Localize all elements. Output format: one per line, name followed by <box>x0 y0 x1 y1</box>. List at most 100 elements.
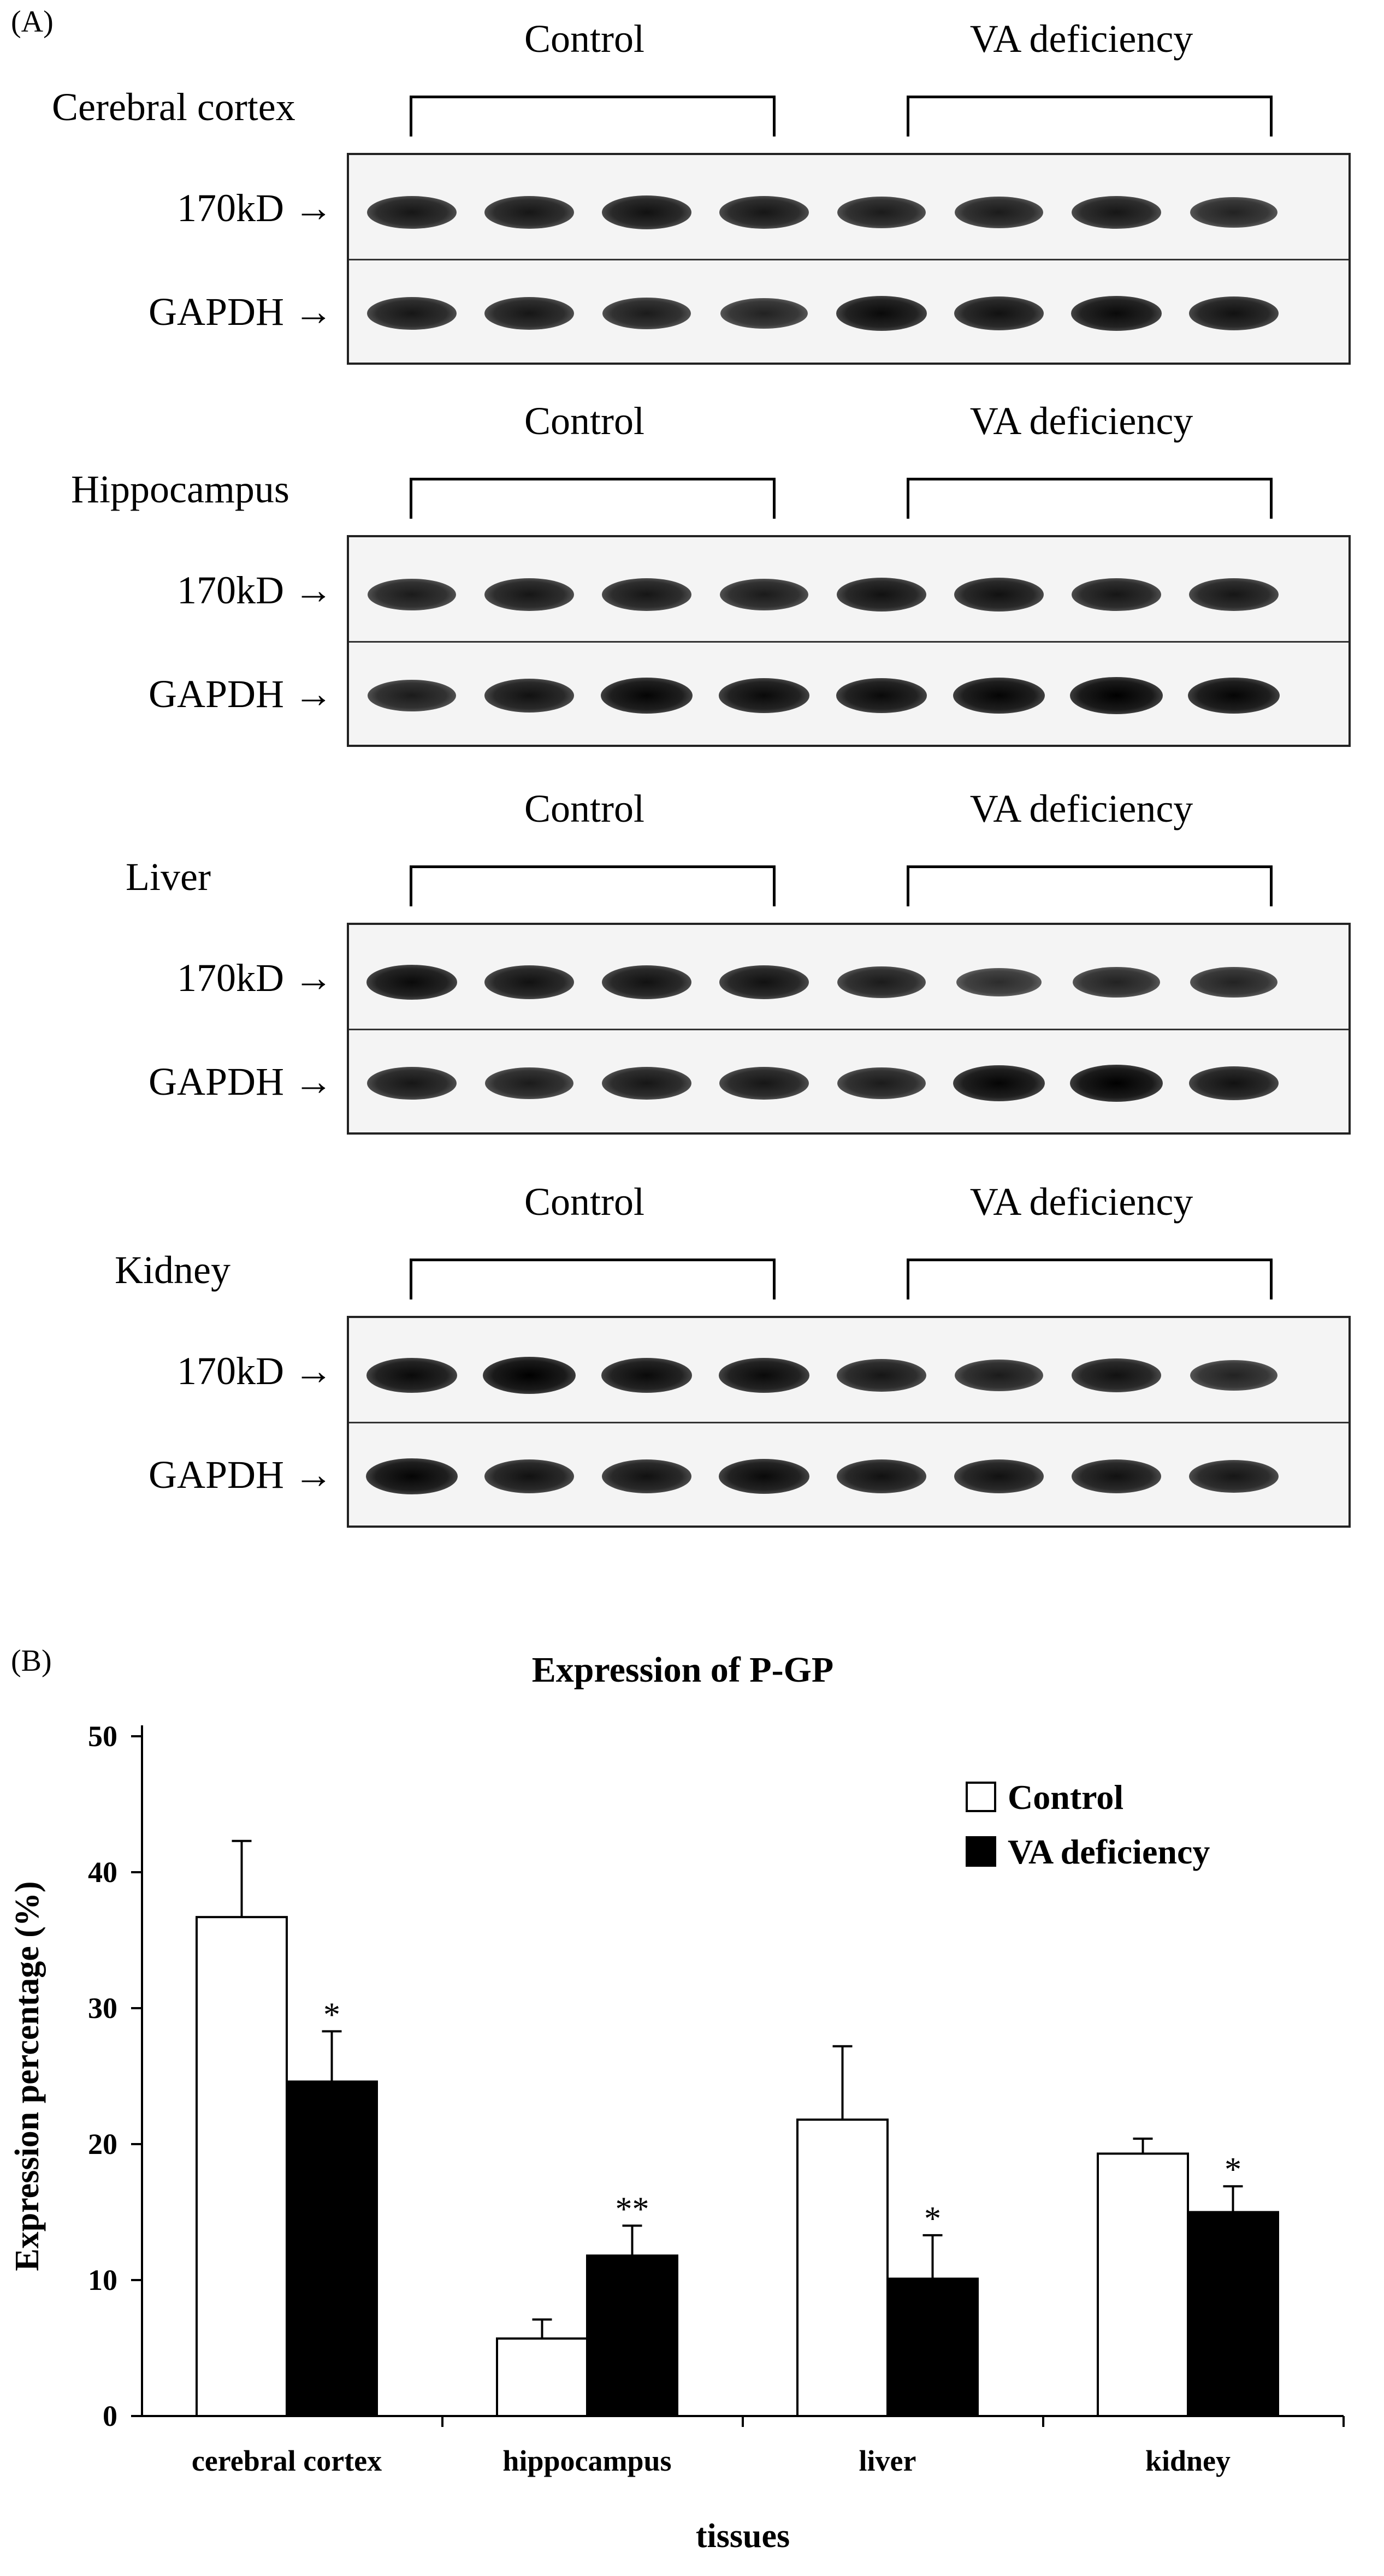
band-170kd-lane-8 <box>1190 1360 1277 1391</box>
group-label-va-deficiency: VA deficiency <box>969 787 1193 830</box>
band-label-gapdh: GAPDH → <box>148 672 333 716</box>
group-label-control: Control <box>524 399 644 443</box>
x-tick-label: liver <box>859 2444 916 2477</box>
band-170kd-lane-1 <box>367 196 457 229</box>
bar-va-deficiency <box>286 2080 378 2417</box>
band-gapdh-lane-4 <box>718 678 810 713</box>
bracket-control <box>410 1259 776 1299</box>
band-gapdh-lane-1 <box>367 297 457 330</box>
band-label-gapdh: GAPDH → <box>148 290 333 334</box>
band-170kd-lane-7 <box>1072 196 1161 229</box>
tissue-label: Kidney <box>115 1248 230 1292</box>
band-gapdh-lane-2 <box>484 679 575 713</box>
band-gapdh-lane-8 <box>1188 1066 1279 1100</box>
panel-a-label: (A) <box>11 5 54 39</box>
bar-chart: Expression of P-GP 0 10 20 30 40 50 Expression … <box>9 1650 1345 2555</box>
band-label-170kd: 170kD → <box>177 1349 333 1393</box>
band-170kd-lane-1 <box>366 1358 458 1393</box>
band-gapdh-lane-2 <box>484 297 574 330</box>
band-gapdh-lane-2 <box>484 1459 575 1493</box>
band-gapdh-lane-6 <box>954 296 1044 330</box>
y-tick-label: 0 <box>103 2400 117 2432</box>
legend-swatch <box>966 1782 996 1812</box>
band-gapdh-lane-1 <box>368 680 456 711</box>
significance-marker: * <box>924 2200 941 2237</box>
legend-label: VA deficiency <box>1008 1832 1210 1871</box>
y-tick-label: 40 <box>88 1856 117 1889</box>
blot-divider <box>349 641 1348 643</box>
band-gapdh-lane-3 <box>602 298 691 329</box>
band-170kd-lane-3 <box>602 578 691 611</box>
band-170kd-lane-7 <box>1073 967 1160 998</box>
band-gapdh-lane-8 <box>1189 1460 1279 1493</box>
x-tick-label: kidney <box>1145 2444 1231 2477</box>
tissue-label: Cerebral cortex <box>52 85 295 129</box>
band-label-gapdh: GAPDH → <box>148 1060 333 1103</box>
bracket-va-deficiency <box>907 478 1273 519</box>
legend-swatch <box>966 1836 996 1867</box>
y-tick-label: 10 <box>88 2264 117 2296</box>
blot-divider <box>349 1029 1348 1030</box>
bracket-control <box>410 96 776 136</box>
band-label-170kd: 170kD → <box>177 568 333 612</box>
band-gapdh-lane-7 <box>1070 296 1162 331</box>
bracket-va-deficiency <box>907 1259 1273 1299</box>
band-label-170kd: 170kD → <box>177 956 333 1000</box>
band-170kd-lane-3 <box>601 965 692 999</box>
band-170kd-lane-8 <box>1190 967 1277 998</box>
significance-marker: * <box>1225 2151 1241 2188</box>
bar-control <box>496 2337 588 2417</box>
band-170kd-lane-8 <box>1189 578 1279 611</box>
band-gapdh-lane-5 <box>836 296 927 331</box>
band-170kd-lane-4 <box>720 579 808 610</box>
band-label-170kd: 170kD → <box>177 186 333 230</box>
group-label-control: Control <box>524 17 644 61</box>
band-170kd-lane-8 <box>1190 197 1277 228</box>
band-gapdh-lane-3 <box>601 1459 692 1493</box>
bar-control <box>1097 2152 1189 2417</box>
blot-membrane <box>347 923 1351 1135</box>
bar-va-deficiency <box>1187 2211 1279 2417</box>
band-gapdh-lane-7 <box>1070 677 1163 714</box>
blot-membrane <box>347 535 1351 747</box>
band-gapdh-lane-6 <box>953 678 1045 714</box>
band-gapdh-lane-3 <box>602 1067 691 1100</box>
bracket-va-deficiency <box>907 865 1273 906</box>
panel-b-label: (B) <box>11 1644 52 1678</box>
y-tick-label: 30 <box>88 1992 117 2025</box>
band-170kd-lane-6 <box>955 1360 1043 1391</box>
band-gapdh-lane-3 <box>600 678 693 714</box>
band-170kd-lane-5 <box>837 1359 926 1392</box>
group-label-va-deficiency: VA deficiency <box>969 17 1193 61</box>
bracket-control <box>410 478 776 519</box>
y-tick-label: 50 <box>88 1720 117 1753</box>
band-label-gapdh: GAPDH → <box>148 1453 333 1497</box>
band-170kd-lane-2 <box>484 578 574 611</box>
bar-control <box>196 1916 288 2418</box>
band-170kd-lane-6 <box>956 968 1042 996</box>
band-gapdh-lane-6 <box>953 1065 1045 1101</box>
blot-divider <box>349 259 1348 260</box>
significance-marker: * <box>323 1996 340 2033</box>
band-170kd-lane-7 <box>1071 1358 1162 1392</box>
band-170kd-lane-2 <box>484 965 575 999</box>
y-axis-label: Expression percentage (%) <box>9 1881 46 2271</box>
band-170kd-lane-3 <box>601 195 692 229</box>
band-170kd-lane-2 <box>483 1357 576 1394</box>
group-label-va-deficiency: VA deficiency <box>969 399 1193 443</box>
blot-membrane <box>347 153 1351 365</box>
band-gapdh-lane-7 <box>1071 1459 1162 1493</box>
band-170kd-lane-5 <box>836 578 927 612</box>
band-gapdh-lane-5 <box>836 678 927 713</box>
tissue-label: Hippocampus <box>71 467 289 511</box>
blot-membrane <box>347 1316 1351 1528</box>
legend-label: Control <box>1008 1778 1123 1817</box>
band-gapdh-lane-5 <box>836 1459 927 1493</box>
x-tick-label: cerebral cortex <box>192 2444 382 2477</box>
band-170kd-lane-4 <box>718 1358 810 1393</box>
bar-va-deficiency <box>586 2254 678 2418</box>
bar-control <box>796 2118 889 2417</box>
bracket-control <box>410 865 776 906</box>
significance-marker: ** <box>616 2191 649 2228</box>
x-axis-label: tissues <box>696 2518 790 2555</box>
